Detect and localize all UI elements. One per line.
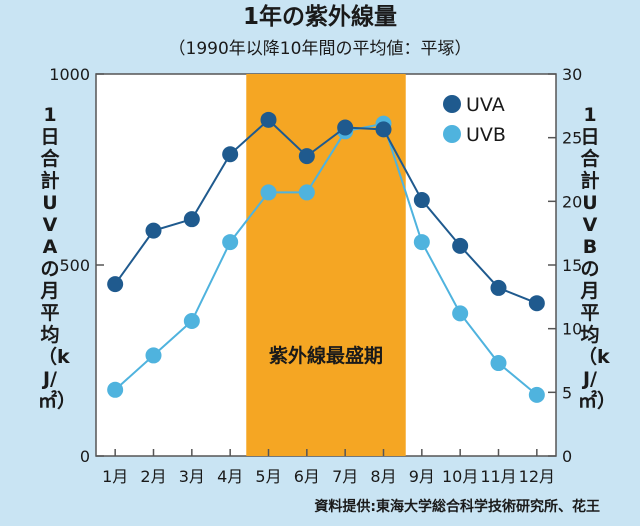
- data-point-uvb: [298, 184, 315, 201]
- legend: UVA UVB: [443, 94, 506, 146]
- x-tick-label: 7月: [332, 467, 358, 486]
- y-right-tick-label: 5: [562, 383, 572, 402]
- data-point-uva: [222, 146, 239, 163]
- peak-season-label: 紫外線最盛期: [269, 344, 383, 367]
- data-point-uvb: [145, 347, 162, 364]
- y-left-label: 1日合計UVAの月平均（kJ/㎡）: [38, 104, 77, 412]
- data-point-uva: [298, 148, 315, 165]
- legend-label-uva: UVA: [466, 94, 505, 116]
- series-line-uvb: [114, 122, 538, 396]
- y-right-tick-label: 10: [562, 320, 582, 339]
- y-right-tick-label: 15: [562, 256, 582, 275]
- y-left-tick-label: 0: [80, 447, 90, 466]
- chart-subtitle: （1990年以降10年間の平均値：平塚）: [169, 39, 472, 59]
- y-right-tick-label: 0: [562, 447, 572, 466]
- data-point-uvb: [183, 313, 200, 330]
- y-right-tick-label: 25: [562, 129, 582, 148]
- x-tick-label: 1月: [102, 467, 128, 486]
- legend-label-uvb: UVB: [466, 124, 506, 146]
- data-point-uvb: [413, 234, 430, 251]
- source-credit: 資料提供:東海大学総合科学技術研究所、花王: [314, 498, 600, 515]
- data-point-uvb: [107, 381, 124, 398]
- x-tick-label: 8月: [370, 467, 396, 486]
- data-point-uva: [528, 295, 545, 312]
- x-tick-label: 11月: [480, 467, 516, 486]
- y-left-tick-label: 1000: [49, 65, 90, 84]
- data-point-uvb: [490, 355, 507, 372]
- data-point-uva: [490, 279, 507, 296]
- data-point-uva: [183, 211, 200, 228]
- data-point-uvb: [260, 184, 277, 201]
- y-right-tick-label: 20: [562, 192, 582, 211]
- data-point-uva: [452, 237, 469, 254]
- peak-season-band: [246, 74, 406, 456]
- x-tick-label: 5月: [255, 467, 281, 486]
- legend-marker-uva: [443, 95, 461, 113]
- x-tick-label: 4月: [217, 467, 243, 486]
- y-right-tick-label: 30: [562, 65, 582, 84]
- x-tick-label: 2月: [140, 467, 166, 486]
- data-point-uva: [145, 222, 162, 239]
- data-point-uvb: [528, 386, 545, 403]
- data-point-uva: [107, 276, 124, 293]
- x-tick-label: 10月: [442, 467, 478, 486]
- data-point-uva: [413, 192, 430, 209]
- data-point-uvb: [452, 305, 469, 322]
- data-point-uva: [337, 119, 354, 136]
- data-point-uvb: [222, 234, 239, 251]
- data-point-uva: [375, 121, 392, 138]
- series-uvb: [107, 115, 545, 403]
- chart-title: 1年の紫外線量: [243, 3, 397, 30]
- x-tick-label: 9月: [409, 467, 435, 486]
- x-tick-label: 6月: [294, 467, 320, 486]
- x-tick-label: 3月: [179, 467, 205, 486]
- y-left-tick-label: 500: [59, 256, 90, 275]
- data-point-uva: [260, 111, 277, 128]
- legend-marker-uvb: [443, 125, 461, 143]
- x-tick-label: 12月: [519, 467, 555, 486]
- y-right-label: 1日合計UVBの月平均（kJ/㎡）: [578, 104, 617, 412]
- series-uva: [107, 111, 545, 312]
